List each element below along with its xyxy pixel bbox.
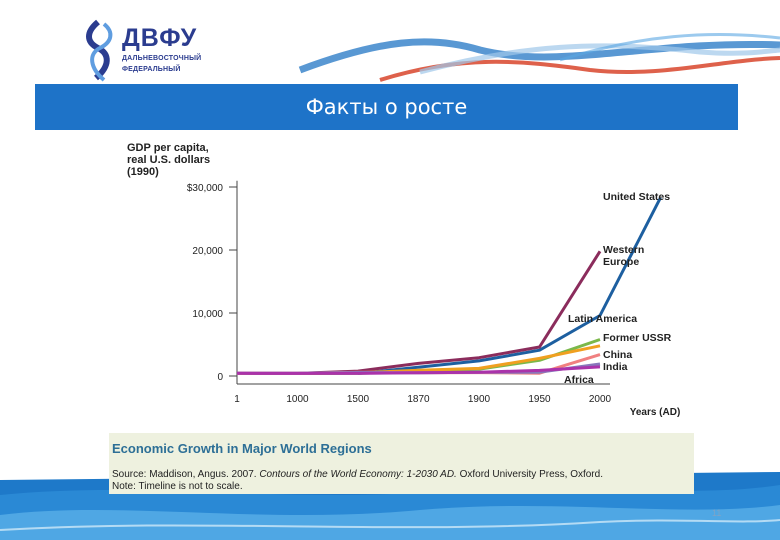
x-tick-label: 1900 [468,394,491,405]
series-label: Western [603,244,644,256]
x-axis-label: Years (AD) [630,407,681,418]
series-label: Former USSR [603,332,672,344]
logo-wordmark: ДВФУ [122,24,198,52]
slide-title: Факты о росте [35,84,738,130]
slide-number: 11 [712,508,722,518]
y-axis-label-line: real U.S. dollars [127,154,210,166]
source-prefix: Source: Maddison, Angus. 2007. [112,469,260,480]
x-tick-label: 1 [234,394,240,405]
y-axis-label-line: GDP per capita, [127,142,209,154]
x-tick-label: 1500 [347,394,370,405]
decorative-waves-top [298,33,780,82]
y-tick-label: 20,000 [192,246,223,257]
logo-subtitle-line1: ДАЛЬНЕВОСТОЧНЫЙ [122,55,202,62]
caption-source: Source: Maddison, Angus. 2007. Contours … [112,469,603,480]
chart-caption: Economic Growth in Major World Regions S… [109,433,694,494]
series-line [236,365,601,375]
logo-subtitle-line2: ФЕДЕРАЛЬНЫЙ [122,66,181,73]
series-line [357,197,662,375]
caption-title: Economic Growth in Major World Regions [112,441,372,456]
x-tick-label: 1950 [528,394,551,405]
caption-note: Note: Timeline is not to scale. [112,481,243,492]
source-book-title: Contours of the World Economy: 1-2030 AD… [259,469,457,480]
series-label: Europe [603,256,639,268]
series-label: Latin America [568,313,637,325]
y-axis-label-line: (1990) [127,166,159,178]
x-tick-label: 1870 [407,394,430,405]
y-tick-label: $30,000 [187,183,224,194]
series-label: Africa [564,374,594,386]
series-line [236,250,602,375]
y-tick-label: 0 [217,372,223,383]
x-tick-label: 2000 [589,394,612,405]
logo-emblem [86,19,113,82]
series-label: United States [603,191,670,203]
line-chart: GDP per capita,real U.S. dollars(1990)01… [127,142,681,418]
series-label: India [603,361,628,373]
x-tick-label: 1000 [286,394,309,405]
y-tick-label: 10,000 [192,309,223,320]
series-label: China [603,349,632,361]
source-suffix: Oxford University Press, Oxford. [456,469,603,480]
